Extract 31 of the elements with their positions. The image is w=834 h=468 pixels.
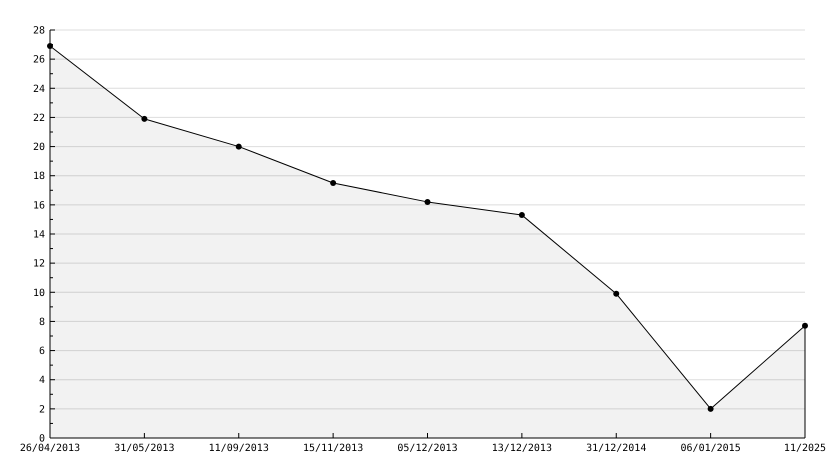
- y-tick-label: 22: [32, 112, 45, 124]
- y-tick-label: 16: [32, 200, 45, 212]
- y-tick-label: 20: [32, 142, 45, 154]
- point: [708, 406, 714, 412]
- point: [236, 144, 242, 150]
- point: [141, 116, 148, 122]
- x-tick-label: 26/04/2013: [20, 443, 80, 454]
- x-tick-label: 11/2025: [784, 443, 826, 454]
- y-tick-label: 8: [38, 316, 45, 328]
- x-tick-label: 15/11/2013: [303, 443, 364, 454]
- x-tick-label: 31/05/2013: [114, 443, 174, 454]
- y-tick-label: 12: [32, 258, 45, 270]
- y-tick-label: 24: [32, 84, 45, 95]
- point: [518, 212, 525, 218]
- y-tick-label: 0: [38, 434, 45, 444]
- y-tick-label: 14: [32, 230, 45, 240]
- y-tick-label: 10: [32, 288, 45, 299]
- x-tick-label: 06/01/2015: [680, 443, 741, 454]
- x-tick-label: 05/12/2013: [397, 443, 458, 454]
- y-tick-label: 4: [38, 375, 45, 386]
- y-tick-label: 26: [32, 54, 45, 66]
- y-tick-label: 28: [32, 26, 45, 36]
- point: [424, 198, 430, 205]
- point: [330, 180, 336, 186]
- y-tick-label: 6: [38, 346, 45, 358]
- y-tick-label: 2: [38, 404, 45, 416]
- x-tick-label: 13/12/2013: [492, 443, 552, 454]
- point: [613, 290, 620, 297]
- y-tick-label: 18: [32, 171, 45, 182]
- x-tick-label: 31/12/2014: [586, 443, 646, 454]
- x-tick-label: 11/09/2013: [208, 443, 269, 454]
